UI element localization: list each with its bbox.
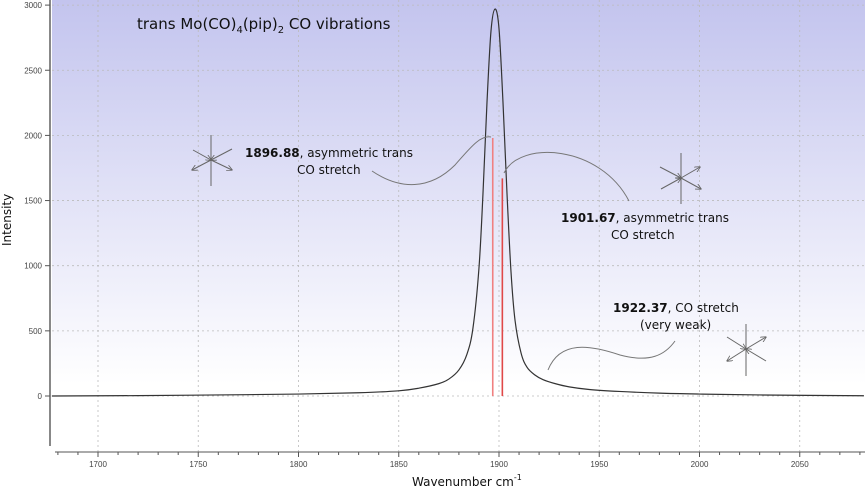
vibration-mode-icon: [727, 324, 766, 376]
y-tick-label: 1000: [24, 262, 42, 271]
svg-text:1922.37, CO stretch: 1922.37, CO stretch: [613, 301, 739, 315]
leader-line: [371, 136, 492, 185]
svg-text:(very weak): (very weak): [640, 318, 711, 332]
annotation-1896: 1896.88, asymmetric trans CO stretch: [192, 135, 492, 186]
annotation-1922: 1922.37, CO stretch (very weak): [547, 301, 766, 376]
grid-lines: [52, 0, 865, 452]
x-tick-label: 1700: [89, 460, 107, 469]
x-tick-label: 1750: [189, 460, 207, 469]
axes: [49, 0, 865, 453]
plot-background: [52, 0, 865, 452]
x-tick-label: 1950: [590, 460, 608, 469]
series-line-spectrum: [51, 8, 864, 397]
y-axis-ticks: 0 500 1000 1500 2000 2500 3000: [24, 1, 50, 401]
x-tick-label: 1800: [290, 460, 308, 469]
vibration-mode-icon: [659, 153, 701, 204]
x-axis-ticks: 1700 1750 1800 1850 1900 1950 2000 2050: [57, 452, 861, 469]
svg-text:CO stretch: CO stretch: [297, 163, 361, 177]
leader-line: [503, 152, 630, 202]
svg-text:1896.88, asymmetric trans: 1896.88, asymmetric trans: [245, 146, 413, 160]
vibration-mode-icon: [192, 135, 232, 186]
svg-text:CO stretch: CO stretch: [611, 228, 675, 242]
x-axis-title: Wavenumber cm-1: [412, 473, 522, 488]
y-tick-label: 1500: [24, 197, 42, 206]
series-layer: [51, 8, 864, 397]
annotation-1901: 1901.67, asymmetric trans CO stretch: [503, 152, 729, 242]
leader-line: [547, 340, 676, 371]
y-axis-title: Intensity: [0, 194, 14, 246]
svg-text:1901.67, asymmetric trans: 1901.67, asymmetric trans: [561, 211, 729, 225]
x-tick-label: 1900: [490, 460, 508, 469]
x-tick-label: 2000: [691, 460, 709, 469]
stick-lines: [491, 138, 504, 396]
chart-title: trans Mo(CO)4(pip)2 CO vibrations: [137, 15, 391, 36]
y-tick-label: 2500: [24, 66, 42, 75]
y-tick-label: 3000: [24, 1, 42, 10]
y-tick-label: 0: [38, 392, 43, 401]
x-tick-label: 2050: [791, 460, 809, 469]
x-tick-label: 1850: [390, 460, 408, 469]
y-tick-label: 500: [29, 327, 43, 336]
y-tick-label: 2000: [24, 131, 42, 140]
